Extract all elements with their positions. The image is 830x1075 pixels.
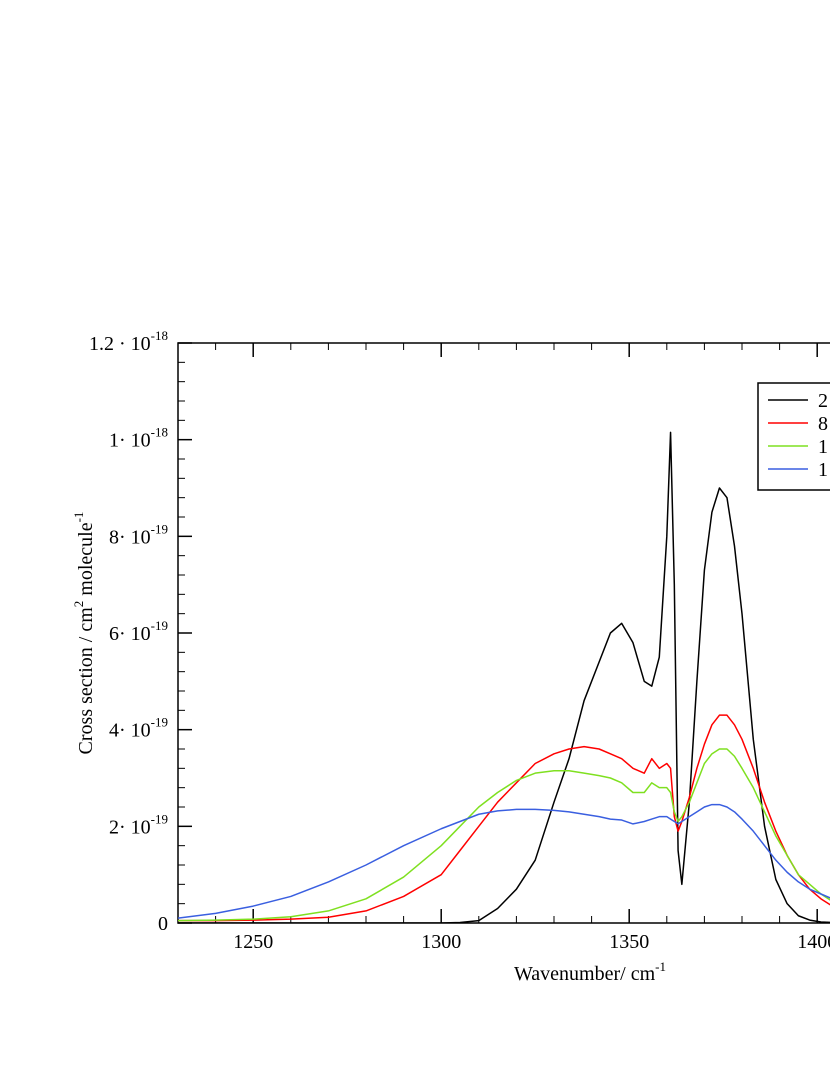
y-tick-label: 1.2 · 10-18: [89, 328, 168, 355]
legend-label: 1: [818, 459, 828, 481]
legend-label: 8: [818, 413, 828, 435]
plot-frame: [177, 342, 830, 924]
y-tick-label-exponent: -18: [151, 328, 168, 343]
y-tick-label: 0: [158, 913, 168, 935]
y-tick-label: 1· 10-18: [109, 425, 168, 452]
y-tick-label-text: 8· 10: [109, 526, 151, 548]
x-axis-label-text: Wavenumber/ cm: [514, 963, 656, 985]
y-axis-label-exponent: 2: [71, 601, 86, 608]
y-axis-label-text: Cross section / cm: [75, 607, 97, 755]
y-axis-label-text: molecule: [75, 522, 97, 600]
x-tick-label: 1250: [233, 931, 273, 953]
y-tick-label-exponent: -19: [151, 521, 168, 536]
y-axis-label-exponent: -1: [71, 512, 86, 523]
y-axis-label: Cross section / cm2 molecule-1: [71, 512, 97, 755]
series-line: [178, 431, 830, 923]
series-line: [178, 748, 830, 922]
plot-area: [178, 431, 830, 923]
y-tick-label-text: 1.2 · 10: [89, 333, 151, 355]
y-tick-label-exponent: -19: [151, 811, 168, 826]
x-tick-label: 1300: [421, 931, 461, 953]
y-tick-label: 2· 10-19: [109, 811, 168, 838]
y-tick-label: 6· 10-19: [109, 618, 168, 645]
y-tick-label-text: 1· 10: [109, 430, 151, 452]
legend-label: 1: [818, 436, 828, 458]
y-tick-label: 4· 10-19: [109, 715, 168, 742]
y-tick-label-exponent: -18: [151, 425, 168, 440]
y-tick-label-text: 2· 10: [109, 816, 151, 838]
x-axis-label: Wavenumber/ cm-1: [514, 959, 666, 985]
y-tick-label-text: 4· 10: [109, 720, 151, 742]
y-tick-label: 8· 10-19: [109, 521, 168, 548]
series-line: [178, 803, 830, 919]
legend-label: 2: [818, 390, 828, 412]
y-tick-label-exponent: -19: [151, 715, 168, 730]
x-axis-label-exponent: -1: [655, 959, 666, 974]
y-tick-label-text: 6· 10: [109, 623, 151, 645]
series-line: [178, 714, 830, 922]
legend-box: [757, 382, 830, 491]
x-tick-label: 1350: [609, 931, 649, 953]
y-tick-label-exponent: -19: [151, 618, 168, 633]
